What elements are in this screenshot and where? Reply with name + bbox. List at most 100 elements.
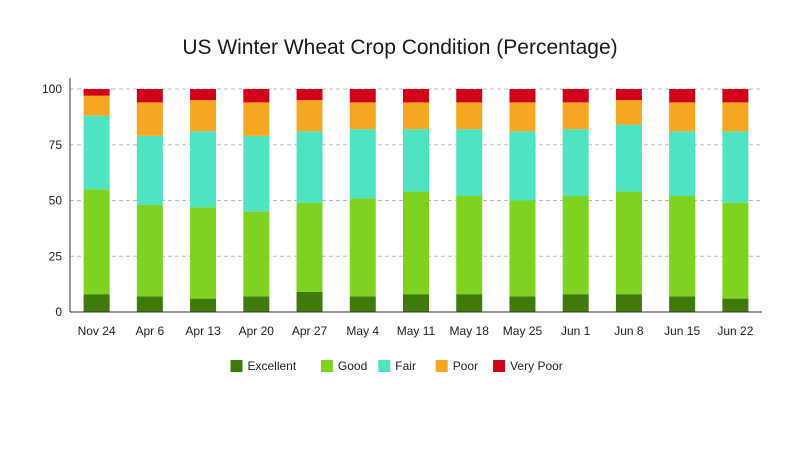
bar-segment-poor (136, 102, 163, 136)
bar-segment-excellent (349, 296, 376, 312)
bar-segment-very-poor (136, 89, 163, 103)
bar-segment-very-poor (83, 89, 110, 96)
bar-segment-fair (83, 115, 110, 190)
x-tick-label: Apr 6 (136, 324, 165, 338)
x-tick-label: Jun 1 (561, 324, 591, 338)
x-tick-label: Jun 15 (664, 324, 700, 338)
bar-segment-good (509, 200, 536, 297)
bar-segment-poor (669, 102, 696, 132)
bar-segment-fair (615, 124, 642, 192)
bar-segment-poor (615, 100, 642, 125)
bar-segment-poor (349, 102, 376, 130)
bar-segment-excellent (190, 298, 217, 312)
bar-segment-fair (243, 135, 270, 212)
bar-segment-good (562, 196, 589, 295)
axes (69, 78, 762, 313)
y-tick-label: 50 (49, 194, 63, 208)
bar-segment-good (456, 196, 483, 295)
chart-title: US Winter Wheat Crop Condition (Percenta… (182, 36, 617, 59)
legend-label: Poor (453, 359, 478, 373)
legend-item-fair: Fair (378, 359, 416, 373)
bar-segment-excellent (615, 294, 642, 312)
bar-segment-poor (190, 100, 217, 132)
bar-segment-excellent (296, 291, 323, 312)
bar-segment-good (190, 207, 217, 299)
bar-segment-very-poor (456, 89, 483, 103)
bar-segment-fair (349, 129, 376, 199)
x-tick-label: Jun 22 (717, 324, 753, 338)
bar-segment-very-poor (722, 89, 749, 103)
legend-label: Excellent (248, 359, 297, 373)
bar-segment-very-poor (296, 89, 323, 101)
legend-swatch (320, 360, 333, 372)
bar-segment-poor (456, 102, 483, 130)
y-tick-label: 100 (42, 82, 62, 96)
x-tick-labels: Nov 24 Apr 6 Apr 13 Apr 20 Apr 27 May 4 May 11… (78, 324, 754, 338)
bar-segment-very-poor (403, 89, 429, 103)
bar-segment-good (669, 196, 696, 297)
y-tick-label: 75 (49, 138, 63, 152)
bar-segment-good (349, 198, 376, 297)
legend-label: Good (338, 359, 367, 373)
bar-segment-good (136, 204, 163, 297)
bar-segment-poor (83, 95, 110, 116)
bar-segment-fair (296, 131, 323, 203)
bar-segment-good (243, 211, 270, 297)
bar-segment-poor (562, 102, 589, 130)
bar-segment-very-poor (509, 89, 536, 103)
legend-swatch (435, 360, 448, 372)
bar-segment-very-poor (562, 89, 589, 103)
x-tick-label: May 18 (450, 324, 490, 338)
y-tick-labels: 0 25 50 75 100 (42, 82, 62, 319)
legend-swatch (493, 360, 506, 372)
bar-segment-excellent (136, 296, 163, 312)
bar-segment-poor (509, 102, 536, 132)
y-tick-label: 0 (55, 305, 62, 319)
bar-segment-fair (136, 135, 163, 205)
legend-item-poor: Poor (435, 359, 478, 373)
bar-segment-excellent (669, 296, 696, 312)
bar-segment-very-poor (669, 89, 696, 103)
bar-segment-very-poor (243, 89, 270, 103)
bar-segment-good (722, 202, 749, 299)
bar-segment-excellent (509, 296, 536, 312)
bar-segment-fair (509, 131, 536, 201)
legend-item-excellent: Excellent (230, 359, 297, 373)
bar-segment-fair (403, 129, 429, 192)
legend-item-very-poor: Very Poor (493, 359, 563, 373)
bar-segment-good (403, 191, 429, 295)
x-tick-label: Jun 8 (614, 324, 644, 338)
x-tick-label: Nov 24 (78, 324, 116, 338)
legend-swatch (230, 360, 243, 372)
legend-item-good: Good (320, 359, 367, 373)
bar-segment-fair (669, 131, 696, 197)
bar-segment-good (296, 202, 323, 292)
x-tick-label: Apr 20 (239, 324, 275, 338)
bar-segment-poor (296, 100, 323, 132)
x-tick-label: May 4 (346, 324, 379, 338)
legend-label: Fair (395, 359, 416, 373)
bar-segment-very-poor (190, 89, 217, 101)
bar-segment-very-poor (615, 89, 642, 101)
legend-swatch (378, 360, 391, 372)
x-tick-label: May 25 (503, 324, 543, 338)
bar-segment-good (83, 189, 110, 295)
x-tick-label: Apr 13 (185, 324, 221, 338)
bar-segment-fair (562, 129, 589, 197)
y-tick-label: 25 (49, 249, 63, 263)
bar-segment-excellent (83, 294, 110, 312)
bar-segment-poor (403, 102, 429, 130)
bar-segment-poor (722, 102, 749, 132)
x-tick-label: Apr 27 (292, 324, 328, 338)
legend: Excellent Good Fair Poor Very Poor (230, 359, 563, 373)
legend-label: Very Poor (510, 359, 563, 373)
bar-segment-very-poor (349, 89, 376, 103)
bar-segment-good (615, 191, 642, 295)
bar-segment-excellent (403, 294, 429, 312)
bars (83, 89, 749, 312)
bar-segment-fair (190, 131, 217, 208)
x-tick-label: May 11 (397, 324, 436, 338)
bar-segment-excellent (562, 294, 589, 312)
